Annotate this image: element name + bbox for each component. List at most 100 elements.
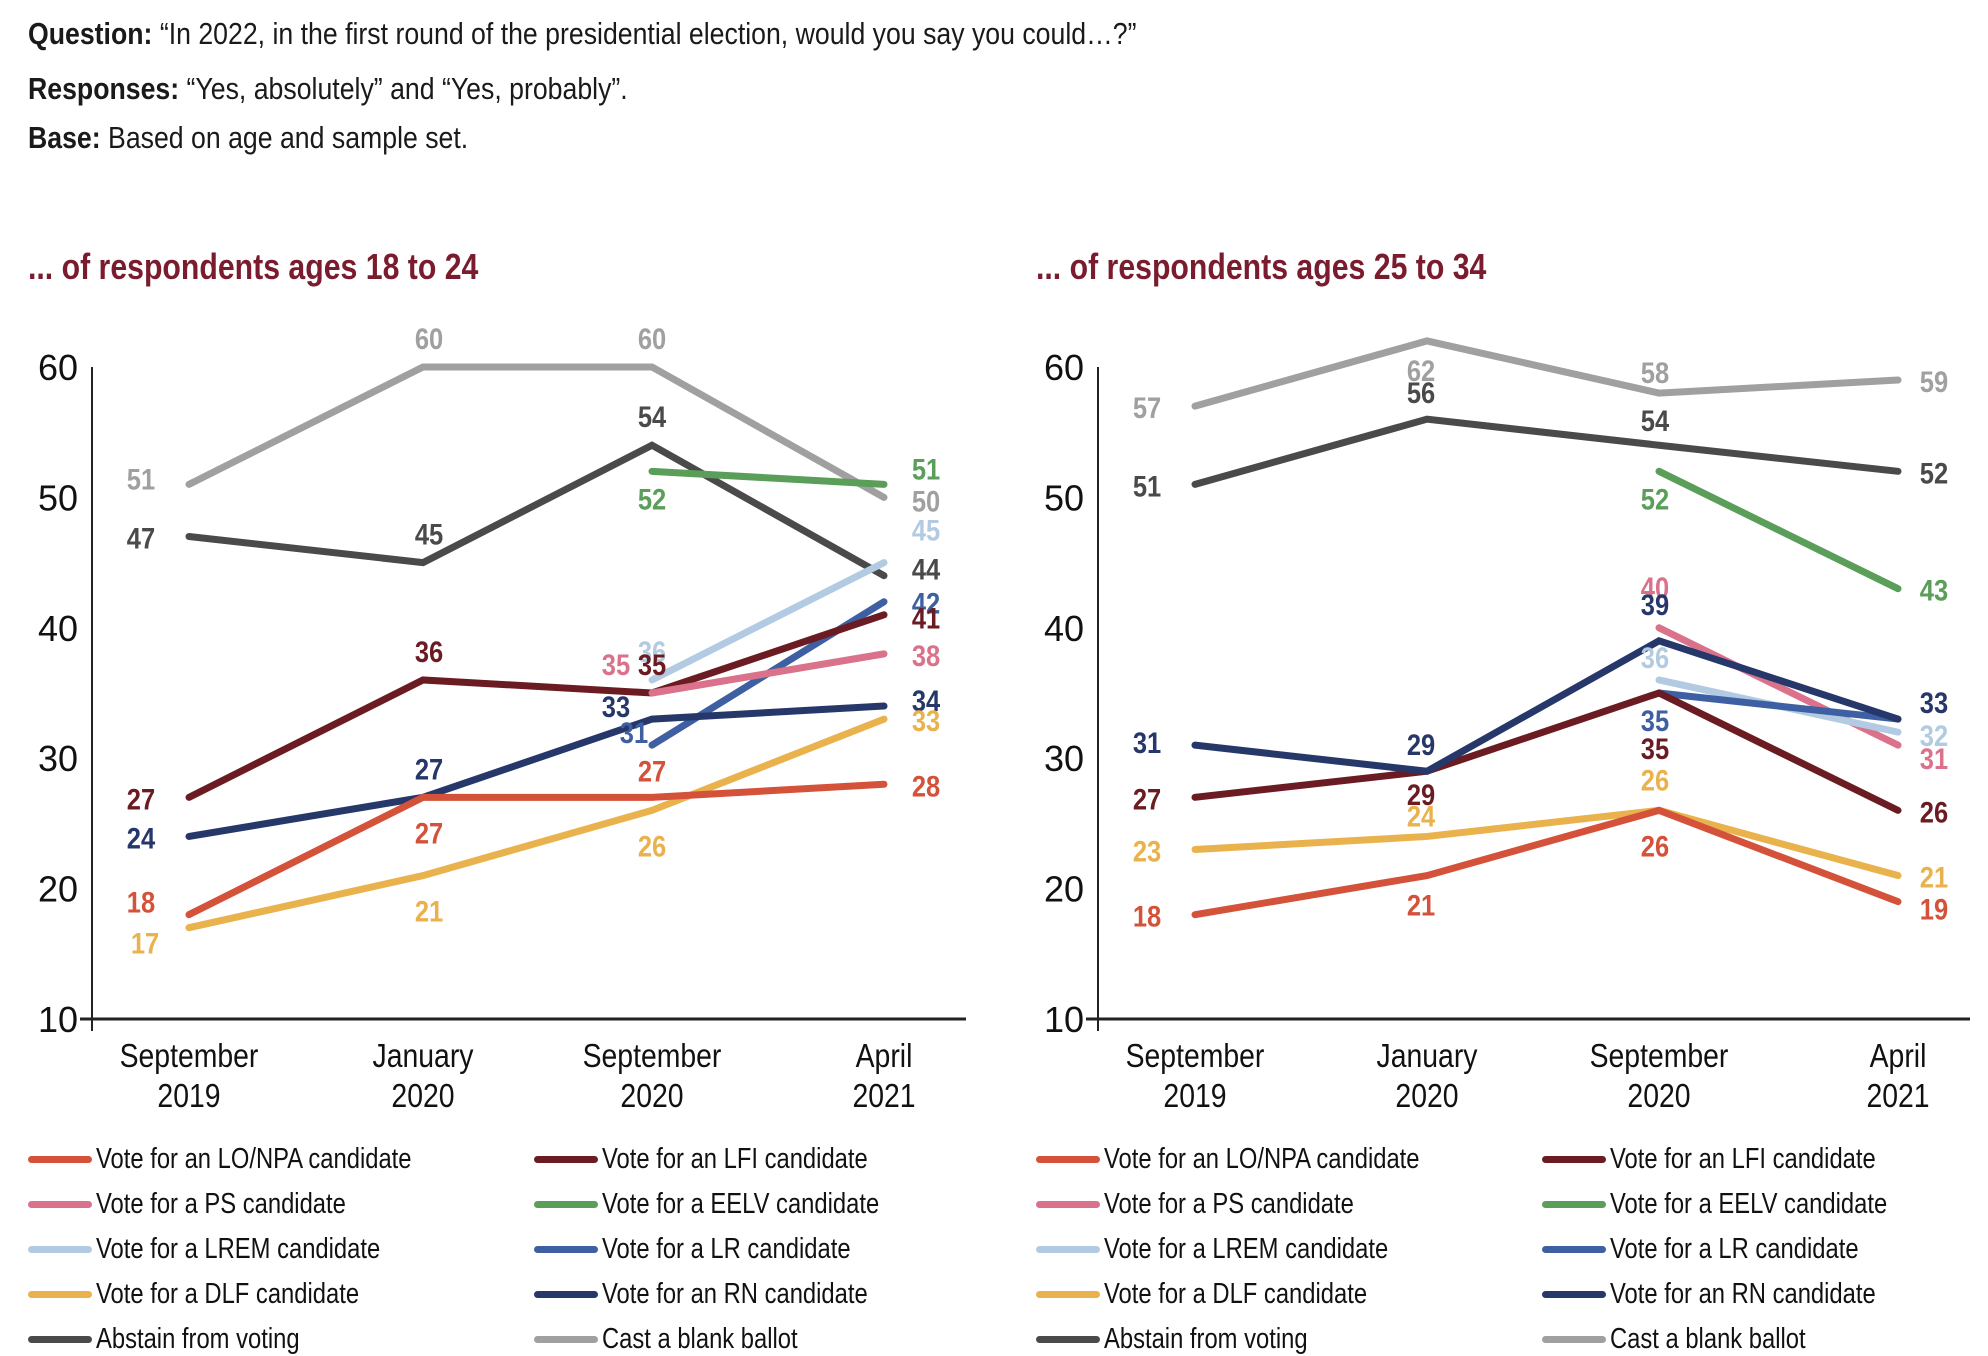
data-label: 47 <box>127 522 155 555</box>
data-label: 57 <box>1133 391 1161 424</box>
data-label: 54 <box>638 400 667 433</box>
x-tick-label: September <box>1126 1037 1265 1075</box>
y-tick-label: 60 <box>38 347 78 388</box>
data-label: 42 <box>912 587 940 620</box>
data-label: 38 <box>912 639 940 672</box>
data-label: 54 <box>1641 404 1670 437</box>
data-label: 27 <box>415 816 443 849</box>
data-label: 51 <box>1133 469 1161 502</box>
series-line-ps <box>648 650 888 697</box>
legend-label: Abstain from voting <box>96 1323 300 1355</box>
data-label: 52 <box>1920 456 1948 489</box>
legend-label: Vote for a EELV candidate <box>1610 1188 1888 1220</box>
legend-item: Vote for an RN candidate <box>1542 1278 1934 1311</box>
legend-label: Vote for an LO/NPA candidate <box>1104 1143 1420 1175</box>
y-tick-label: 20 <box>38 869 78 910</box>
legend-swatch-icon <box>28 1336 92 1343</box>
x-tick-label: 2021 <box>1866 1077 1929 1115</box>
legend-swatch-icon <box>28 1246 92 1253</box>
legend-item: Vote for a EELV candidate <box>1542 1188 1948 1221</box>
legend-label: Vote for a LR candidate <box>1610 1233 1859 1265</box>
legend-label: Vote for a PS candidate <box>1104 1188 1354 1220</box>
legend-swatch-icon <box>1542 1246 1606 1253</box>
data-label: 19 <box>1920 893 1948 926</box>
y-tick-label: 40 <box>38 608 78 649</box>
legend-label: Vote for a LREM candidate <box>1104 1233 1389 1265</box>
data-label: 18 <box>127 886 155 919</box>
data-label: 36 <box>638 635 666 668</box>
data-label: 26 <box>1920 795 1948 828</box>
legend-item: Vote for an LO/NPA candidate <box>1036 1143 1489 1176</box>
legend-label: Vote for an RN candidate <box>1610 1278 1876 1310</box>
x-tick-label: 2019 <box>1163 1077 1226 1115</box>
data-label: 36 <box>415 635 443 668</box>
data-label: 29 <box>1407 728 1435 761</box>
data-label: 26 <box>638 829 666 862</box>
legend-swatch-icon <box>1542 1201 1606 1208</box>
data-label: 51 <box>127 462 155 495</box>
series-line-lr <box>1655 689 1902 723</box>
legend-item: Vote for an LO/NPA candidate <box>28 1143 481 1176</box>
series-line-blank <box>185 363 888 501</box>
data-label: 60 <box>638 322 666 355</box>
legend-item: Vote for a LR candidate <box>1542 1233 1913 1266</box>
data-label: 24 <box>127 822 156 855</box>
legend-swatch-icon <box>1542 1156 1606 1163</box>
x-tick-label: 2020 <box>620 1077 683 1115</box>
data-label: 27 <box>1133 782 1161 815</box>
series-line-eelv <box>1655 467 1902 593</box>
x-tick-label: September <box>120 1037 259 1075</box>
data-label: 28 <box>912 769 940 802</box>
data-label: 17 <box>131 927 159 960</box>
series-line-dlf <box>1191 806 1902 880</box>
series-line-abstain <box>185 441 888 580</box>
data-label: 59 <box>1920 365 1948 398</box>
chart-title-25-34: ... of respondents ages 25 to 34 <box>1036 246 1487 287</box>
data-label: 31 <box>1920 742 1948 775</box>
legend-swatch-icon <box>1542 1291 1606 1298</box>
data-label: 18 <box>1133 900 1161 933</box>
x-tick-label: 2020 <box>1395 1077 1458 1115</box>
series-line-blank <box>1191 337 1902 410</box>
y-tick-label: 60 <box>1044 347 1084 388</box>
data-label: 21 <box>1920 861 1948 894</box>
line-chart-25-34: 102030405060September2019January2020Sept… <box>1044 337 1970 1115</box>
legend-item: Vote for a PS candidate <box>28 1188 401 1221</box>
question-label: Question: <box>28 16 153 51</box>
legend-label: Vote for a LREM candidate <box>96 1233 381 1265</box>
legend-swatch-icon <box>28 1291 92 1298</box>
data-label: 60 <box>415 322 443 355</box>
data-label: 52 <box>1641 482 1669 515</box>
legend-label: Abstain from voting <box>1104 1323 1308 1355</box>
data-label: 29 <box>1407 778 1435 811</box>
data-label: 35 <box>602 648 630 681</box>
legend-swatch-icon <box>28 1156 92 1163</box>
data-label: 40 <box>1641 571 1669 604</box>
data-label: 45 <box>912 514 940 547</box>
series-line-rn <box>185 702 888 840</box>
data-label: 33 <box>1920 686 1948 719</box>
data-label: 31 <box>1133 726 1161 759</box>
y-tick-label: 50 <box>38 477 78 518</box>
legend-swatch-icon <box>1036 1201 1100 1208</box>
legend-item: Vote for a EELV candidate <box>534 1188 940 1221</box>
legend-label: Cast a blank ballot <box>1610 1323 1806 1355</box>
data-label: 26 <box>1641 829 1669 862</box>
legend-item: Vote for an LFI candidate <box>534 1143 926 1176</box>
data-label: 23 <box>1133 835 1161 868</box>
legend-label: Vote for an LO/NPA candidate <box>96 1143 412 1175</box>
data-label: 24 <box>1407 800 1436 833</box>
data-label: 21 <box>1407 889 1435 922</box>
question-text: “In 2022, in the first round of the pres… <box>159 16 1137 51</box>
data-label: 52 <box>638 482 666 515</box>
legend-swatch-icon <box>534 1201 598 1208</box>
legend-swatch-icon <box>1036 1246 1100 1253</box>
data-label: 45 <box>415 518 443 551</box>
legend-label: Vote for an LFI candidate <box>602 1143 868 1175</box>
y-tick-label: 10 <box>38 999 78 1040</box>
x-tick-label: April <box>856 1037 913 1075</box>
series-line-lfi <box>185 611 888 801</box>
legend-label: Vote for a PS candidate <box>96 1188 346 1220</box>
legend-item: Vote for a LR candidate <box>534 1233 905 1266</box>
legend-item: Cast a blank ballot <box>1542 1323 1849 1356</box>
